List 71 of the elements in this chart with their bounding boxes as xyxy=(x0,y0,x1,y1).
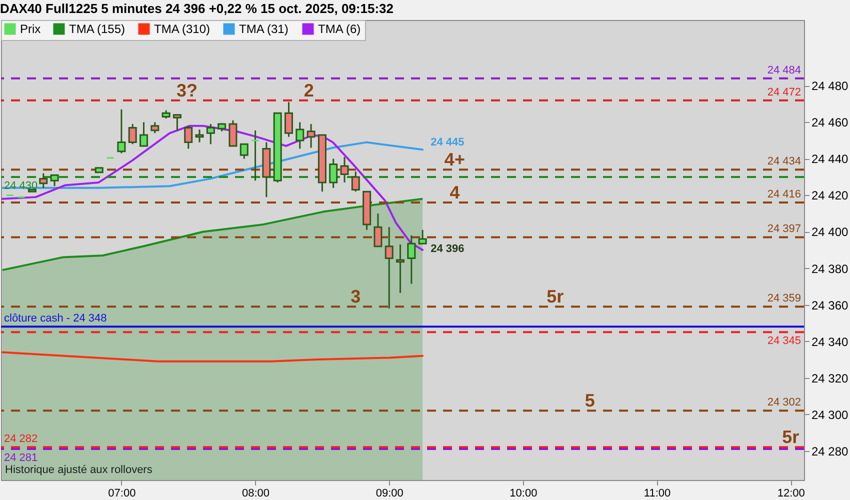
ref-line-label: 24 472 xyxy=(767,86,801,98)
ref-line-label: 24 302 xyxy=(767,396,801,409)
y-tick-label: 24 300 xyxy=(812,408,849,422)
data-label: 24 445 xyxy=(430,136,464,149)
legend-label: TMA (310) xyxy=(154,22,210,36)
candlestick xyxy=(206,123,215,145)
annotation: Historique ajusté aux rollovers xyxy=(5,464,153,476)
y-tick-label: 24 400 xyxy=(812,225,849,240)
ref-line-label: 24 281 xyxy=(4,452,38,464)
x-tick-label: 09:00 xyxy=(376,488,404,500)
legend-label: TMA (155) xyxy=(69,22,126,36)
candlestick xyxy=(128,123,137,145)
candlestick xyxy=(228,120,238,147)
candlestick xyxy=(296,121,304,150)
annotation: 5r xyxy=(546,286,564,307)
x-tick-label: 07:00 xyxy=(108,488,136,500)
x-tick-label: 12:00 xyxy=(777,488,805,500)
ref-line-label: 24 345 xyxy=(767,335,801,348)
candlestick xyxy=(306,123,316,149)
candlestick xyxy=(184,125,193,150)
y-tick-label: 24 440 xyxy=(812,152,849,166)
annotation: 3 xyxy=(350,286,361,307)
candlestick xyxy=(117,108,126,154)
candlestick xyxy=(140,121,148,147)
ref-line-label: clôture cash - 24 348 xyxy=(4,312,107,325)
y-tick-label: 24 320 xyxy=(812,371,849,386)
candlestick xyxy=(150,121,160,134)
chart-title: DAX40 Full1225 5 minutes 24 396 +0,22 % 15 oct. 2025, 09:15:32 xyxy=(0,1,394,16)
candlestick xyxy=(407,234,416,285)
ref-line-label: 24 484 xyxy=(767,64,801,76)
ref-line-label: 24 359 xyxy=(767,292,801,305)
annotation: 4 xyxy=(450,182,460,203)
x-tick-label: 08:00 xyxy=(242,488,270,500)
ref-line-label: 24 397 xyxy=(767,223,801,236)
x-tick-label: 10:00 xyxy=(510,488,538,500)
y-tick-label: 24 280 xyxy=(812,444,849,458)
line-series xyxy=(1,141,424,189)
y-tick-label: 24 480 xyxy=(812,79,849,94)
annotation: 3? xyxy=(176,80,198,100)
annotation: 5r xyxy=(782,427,800,448)
candlestick xyxy=(240,143,248,160)
candlestick xyxy=(50,174,59,187)
candlestick xyxy=(374,212,382,248)
y-tick-label: 24 360 xyxy=(812,298,849,312)
candlestick xyxy=(195,128,204,144)
annotation: 2 xyxy=(304,80,314,100)
ref-line-label: 24 416 xyxy=(767,188,801,201)
legend-label: Prix xyxy=(20,22,41,36)
text: 24 396 xyxy=(430,243,464,256)
candlestick xyxy=(172,114,182,132)
candlestick xyxy=(284,101,293,138)
candlestick xyxy=(418,229,427,244)
y-tick-label: 24 420 xyxy=(812,188,849,203)
ref-line-label: 24 282 xyxy=(4,433,38,446)
candlestick xyxy=(396,244,405,294)
candlestick xyxy=(329,158,338,189)
y-tick-label: 24 340 xyxy=(812,334,849,349)
candlestick xyxy=(351,170,360,192)
legend-label: TMA (6) xyxy=(318,22,361,36)
candlestick xyxy=(39,172,48,189)
line-series xyxy=(1,351,424,362)
candlestick xyxy=(251,130,260,182)
ref-line-label: 24 434 xyxy=(767,156,801,168)
annotation: 5 xyxy=(584,390,595,411)
y-tick-label: 24 380 xyxy=(812,262,849,276)
y-tick-label: 24 460 xyxy=(812,116,849,130)
candlestick xyxy=(340,156,349,184)
annotation: 4+ xyxy=(444,150,465,170)
x-tick-label: 11:00 xyxy=(644,488,671,500)
legend-label: TMA (31) xyxy=(239,22,288,36)
candlestick xyxy=(384,226,394,310)
